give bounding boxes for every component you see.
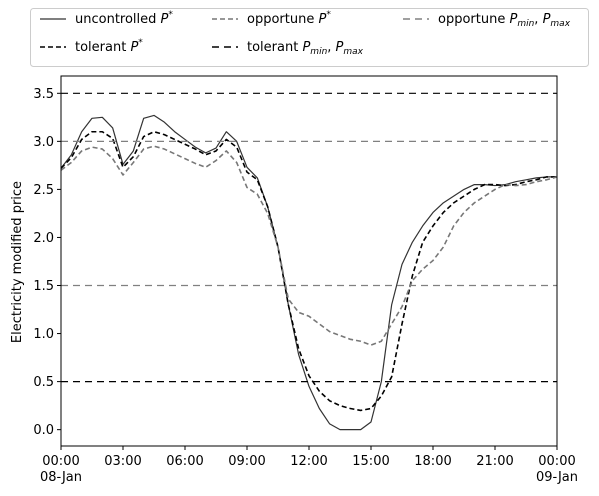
y-tick-label-1: 0.5	[33, 375, 54, 390]
x-tick-label-7: 21:00	[476, 454, 513, 469]
x-tick-label-0: 00:00	[42, 454, 79, 469]
legend-entry-2: opportune P*	[247, 10, 331, 27]
legend-entry-1: tolerant P*	[75, 38, 143, 55]
y-axis-label: Electricity modified price	[10, 181, 25, 343]
x-tick-label-4: 12:00	[290, 454, 327, 469]
y-tick-label-7: 3.5	[33, 87, 54, 102]
x-tick-label-3: 09:00	[228, 454, 265, 469]
x-tick-sublabel-8: 09-Jan	[536, 470, 578, 485]
series-line-2	[61, 145, 557, 346]
legend-entry-0: uncontrolled P*	[75, 10, 173, 27]
legend: uncontrolled P* tolerant P* opportune P* to…	[30, 8, 589, 67]
x-tick-sublabel-0: 08-Jan	[40, 470, 82, 485]
plot-frame	[60, 75, 558, 447]
x-tick-label-8: 00:00	[538, 454, 575, 469]
legend-entry-3: tolerant Pmin, Pmax	[247, 40, 364, 57]
legend-entry-4: opportune Pmin, Pmax	[438, 12, 571, 29]
y-tick-label-3: 1.5	[33, 279, 54, 294]
x-tick-label-5: 15:00	[352, 454, 389, 469]
series-line-1	[61, 130, 557, 412]
y-tick-label-2: 1.0	[33, 327, 54, 342]
series-group	[61, 92, 557, 431]
x-tick-label-2: 06:00	[166, 454, 203, 469]
x-tick-label-6: 18:00	[414, 454, 451, 469]
plot-area	[61, 92, 557, 431]
x-tick-label-1: 03:00	[104, 454, 141, 469]
y-tick-label-0: 0.0	[33, 423, 54, 438]
y-tick-label-5: 2.5	[33, 183, 54, 198]
y-tick-label-4: 2.0	[33, 231, 54, 246]
series-line-0	[61, 114, 557, 431]
legend-box	[30, 8, 589, 67]
y-tick-label-6: 3.0	[33, 135, 54, 150]
